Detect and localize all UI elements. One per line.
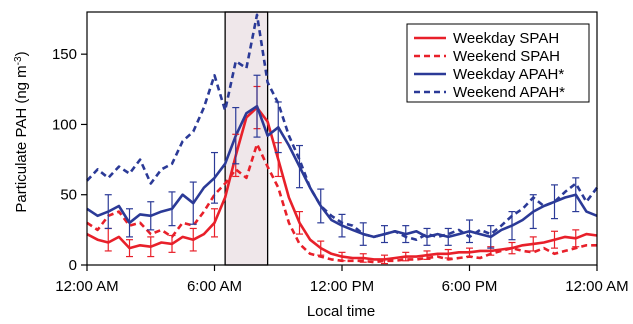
legend-label-1: Weekend SPAH [453, 48, 560, 65]
series-line-1 [86, 142, 597, 264]
x-tick-label-4: 12:00 AM [565, 278, 628, 295]
tick-label-layer: 12:00 AM 6:00 AM 12:00 PM 6:00 PM 12:00 AM 0 5… [52, 46, 629, 295]
legend-label-0: Weekday SPAH [453, 30, 559, 47]
y-axis-title-close: ) [13, 51, 30, 56]
x-tick-label-2: 12:00 PM [310, 278, 374, 295]
legend-box [406, 23, 590, 103]
y-axis-title-main: Particulate PAH (ng m [13, 65, 30, 212]
x-tick-label-1: 6:00 AM [187, 278, 242, 295]
x-axis-title: Local time [307, 303, 375, 320]
y-tick-label-3: 150 [52, 46, 77, 63]
x-tick-label-0: 12:00 AM [55, 278, 118, 295]
y-axis-title-superscript: -3 [13, 56, 24, 65]
legend-label-3: Weekend APAH* [453, 84, 565, 101]
highlight-band-layer [224, 11, 269, 266]
x-tick-label-3: 6:00 PM [442, 278, 498, 295]
y-tick-label-1: 50 [60, 187, 77, 204]
plot-frame-layer [81, 11, 598, 271]
legend-label-2: Weekday APAH* [453, 66, 564, 83]
y-axis-title: Particulate PAH (ng m-3) [13, 51, 31, 212]
highlight-band [224, 11, 269, 266]
y-tick-label-2: 100 [52, 116, 77, 133]
y-tick-label-0: 0 [69, 257, 77, 274]
error-bar-layer [104, 74, 580, 265]
